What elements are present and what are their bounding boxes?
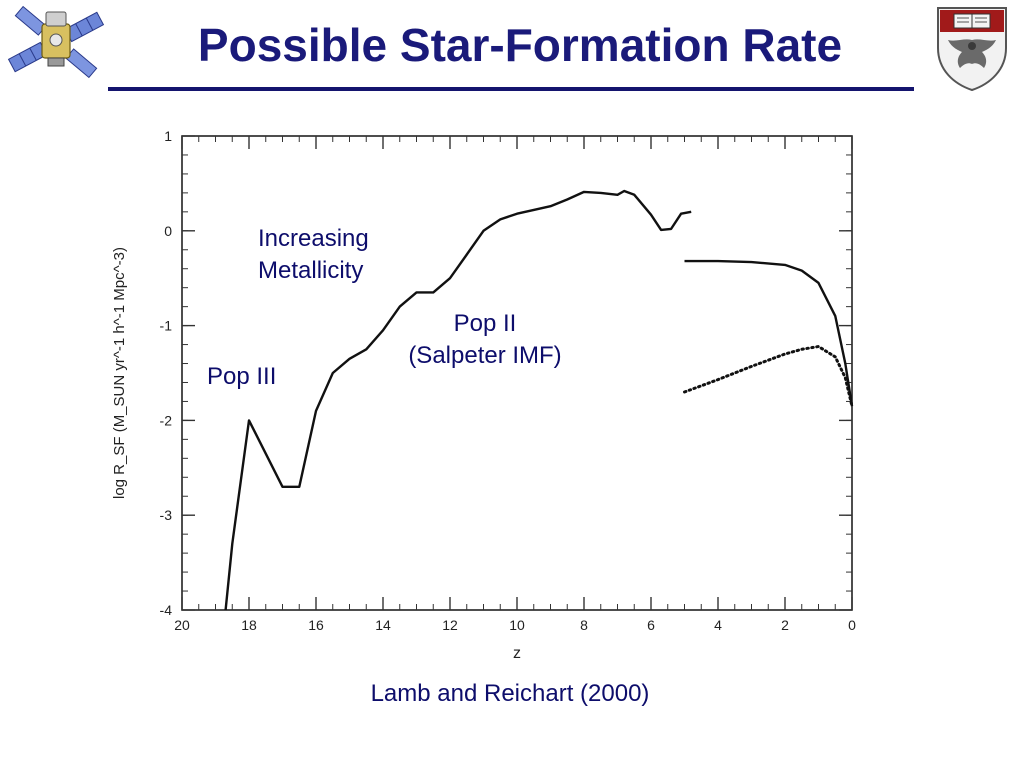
x-tick-label: 0 <box>848 617 856 633</box>
x-tick-label: 18 <box>241 617 257 633</box>
x-tick-label: 14 <box>375 617 391 633</box>
university-crest-icon <box>937 7 1007 92</box>
data-series <box>224 189 854 611</box>
x-tick-label: 20 <box>174 617 190 633</box>
x-tick-label: 8 <box>580 617 588 633</box>
x-tick-label: 6 <box>647 617 655 633</box>
series-solid-line-1 <box>224 189 692 611</box>
y-tick-label: 0 <box>164 223 172 239</box>
pop2-line-1: Pop II <box>453 310 517 337</box>
y-tick-label: 1 <box>164 128 172 144</box>
x-tick-label: 12 <box>442 617 458 633</box>
y-tick-label: -3 <box>160 507 173 523</box>
satellite-icon <box>7 5 105 79</box>
x-tick-label: 4 <box>714 617 722 633</box>
pop2-label: Pop II (Salpeter IMF) <box>360 308 610 372</box>
x-axis-label: z <box>513 645 521 662</box>
x-tick-label: 2 <box>781 617 789 633</box>
pop3-label: Pop III <box>207 363 277 390</box>
y-tick-label: -1 <box>160 318 173 334</box>
tick-labels: 20 18 16 14 12 10 8 6 4 2 010-1-2-3-4 <box>160 128 857 633</box>
series-dotted-line <box>683 345 854 408</box>
title-divider <box>108 87 914 91</box>
increasing-metallicity-label: Increasing Metallicity <box>258 223 369 287</box>
pop2-line-2: (Salpeter IMF) <box>408 342 562 369</box>
series-solid-line-2 <box>684 259 854 407</box>
slide-title: Possible Star-Formation Rate <box>197 19 843 71</box>
y-tick-label: -4 <box>160 602 173 618</box>
axis-ticks <box>181 135 853 611</box>
caption: Lamb and Reichart (2000) <box>370 680 650 707</box>
increasing-line-2: Metallicity <box>258 257 364 284</box>
x-tick-label: 16 <box>308 617 324 633</box>
star-formation-chart: 20 18 16 14 12 10 8 6 4 2 010-1-2-3-4 z log R_SF (… <box>111 128 857 662</box>
x-tick-label: 10 <box>509 617 525 633</box>
increasing-line-1: Increasing <box>258 225 369 252</box>
plot-frame <box>181 135 853 611</box>
y-tick-label: -2 <box>160 412 173 428</box>
y-axis-label: log R_SF (M_SUN yr^-1 h^-1 Mpc^-3) <box>111 247 128 499</box>
